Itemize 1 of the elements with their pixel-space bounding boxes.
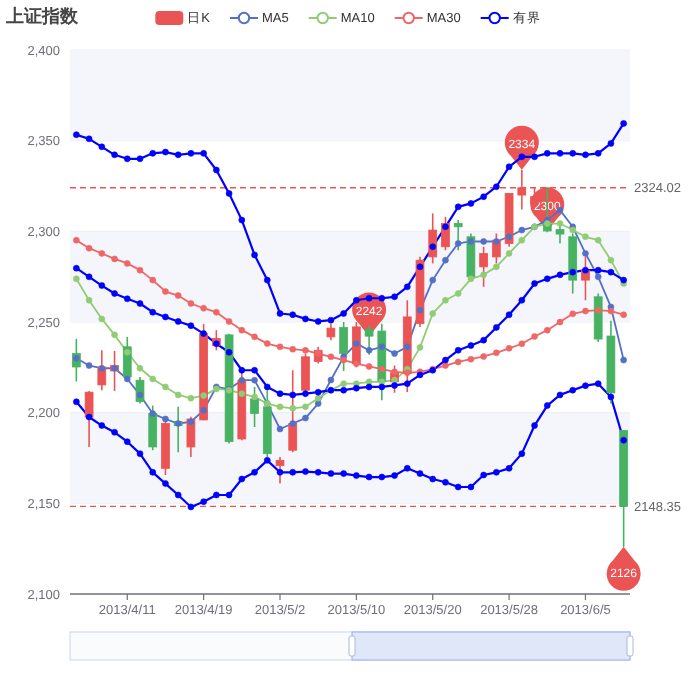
- chart-title: 上证指数: [4, 6, 80, 26]
